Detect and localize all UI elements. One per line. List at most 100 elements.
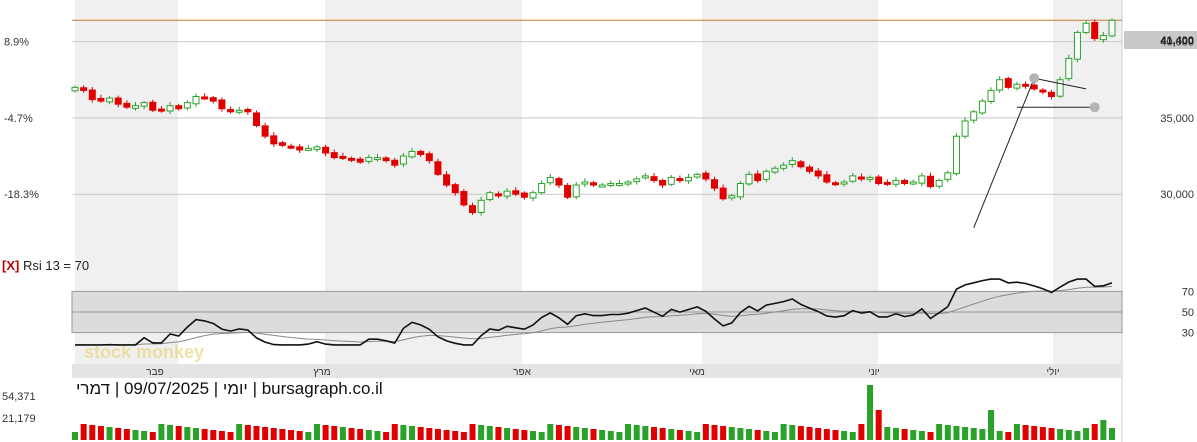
volume-bar xyxy=(210,430,217,440)
rsi-tick-label: 30 xyxy=(1182,328,1194,340)
volume-bar xyxy=(642,426,649,440)
volume-bar xyxy=(262,427,269,440)
candle-body xyxy=(685,176,693,182)
volume-bar xyxy=(1065,430,1072,440)
volume-bar xyxy=(409,426,416,440)
rsi-label: Rsi 13 = 70 xyxy=(22,258,90,273)
volume-bar xyxy=(927,432,934,440)
candle-body xyxy=(710,179,718,189)
volume-bar xyxy=(1013,424,1020,440)
candle-body xyxy=(676,178,684,182)
price-tick-label: 40,000 xyxy=(1160,37,1194,49)
volume-bar xyxy=(996,431,1003,440)
volume-bar xyxy=(823,429,830,440)
volume-bar xyxy=(780,424,787,440)
anchor-point xyxy=(1029,73,1040,84)
volume-bar xyxy=(668,429,675,440)
volume-bar xyxy=(141,431,148,440)
candle-body xyxy=(1013,83,1021,89)
candle-body xyxy=(106,97,114,103)
volume-bar xyxy=(711,425,718,440)
candle-body xyxy=(80,87,88,91)
volume-bar xyxy=(910,430,917,440)
candle-body xyxy=(736,183,744,198)
volume-bar xyxy=(72,432,78,440)
volume-bar xyxy=(192,428,199,440)
candle-body xyxy=(607,183,615,187)
candle-body xyxy=(477,199,485,214)
candle-body xyxy=(348,157,356,161)
candle-body xyxy=(252,112,260,127)
candle-body xyxy=(667,176,675,185)
volume-bar xyxy=(581,428,588,440)
candle-body xyxy=(581,181,589,185)
volume-bar xyxy=(771,432,778,440)
volume-bar xyxy=(512,429,519,440)
watermark-logo: stock monkey xyxy=(84,342,204,362)
volume-bar xyxy=(1100,420,1107,440)
candle-body xyxy=(443,174,451,186)
volume-bar xyxy=(858,424,865,440)
volume-bar xyxy=(339,427,346,440)
volume-bar xyxy=(452,431,459,440)
candle-body xyxy=(849,175,857,182)
volume-bar xyxy=(175,426,182,440)
candle-body xyxy=(270,135,278,145)
candle-body xyxy=(503,190,511,197)
volume-bar xyxy=(1031,426,1038,440)
volume-bar xyxy=(616,432,623,440)
candle-body xyxy=(624,181,632,185)
month-label: פבר xyxy=(146,367,163,378)
volume-bar xyxy=(918,431,925,440)
volume-bar xyxy=(953,426,960,440)
volume-bar xyxy=(806,427,813,440)
volume-bar xyxy=(115,428,122,440)
candle-body xyxy=(883,181,891,185)
candle-body xyxy=(641,175,649,179)
candle-body xyxy=(1099,34,1107,41)
volume-bar xyxy=(832,430,839,440)
candle-body xyxy=(365,157,373,162)
candle-body xyxy=(555,178,563,186)
candle-body xyxy=(71,86,79,92)
candle-body xyxy=(520,192,528,198)
rsi-panel: stock monkey xyxy=(71,278,1123,362)
candle-body xyxy=(166,105,174,112)
candle-body xyxy=(469,205,477,214)
volume-bar xyxy=(322,425,329,440)
volume-bar xyxy=(495,427,502,440)
volume-bar xyxy=(650,427,657,440)
trend-line xyxy=(973,78,1035,228)
candle-body xyxy=(633,178,641,183)
candle-body xyxy=(754,173,762,181)
volume-bar xyxy=(763,431,770,440)
volume-bar xyxy=(555,425,562,440)
volume-bar xyxy=(288,430,295,440)
candle-body xyxy=(728,195,736,199)
candle-body xyxy=(996,79,1004,91)
volume-bar xyxy=(789,425,796,440)
volume-bar xyxy=(1039,427,1046,440)
candle-body xyxy=(693,173,701,178)
price-tick-label: 30,000 xyxy=(1160,189,1194,201)
candle-body xyxy=(1039,89,1047,93)
volume-bar xyxy=(434,429,441,440)
volume-bar xyxy=(270,428,277,440)
candle-body xyxy=(486,192,494,201)
volume-bar xyxy=(1057,429,1064,440)
candle-body xyxy=(1073,31,1081,60)
volume-bar xyxy=(521,430,528,440)
volume-bar xyxy=(383,432,390,440)
volume-bar xyxy=(365,430,372,440)
month-label: מאי xyxy=(689,367,705,378)
rsi-tick-label: 70 xyxy=(1182,286,1194,298)
volume-bar xyxy=(1005,432,1012,440)
candle-body xyxy=(529,192,537,199)
close-icon[interactable]: [X] xyxy=(2,258,20,273)
candle-body xyxy=(762,170,770,180)
rsi-legend[interactable]: [X] Rsi 13 = 70 xyxy=(2,258,89,273)
candle-body xyxy=(356,158,364,163)
volume-bar xyxy=(944,425,951,440)
